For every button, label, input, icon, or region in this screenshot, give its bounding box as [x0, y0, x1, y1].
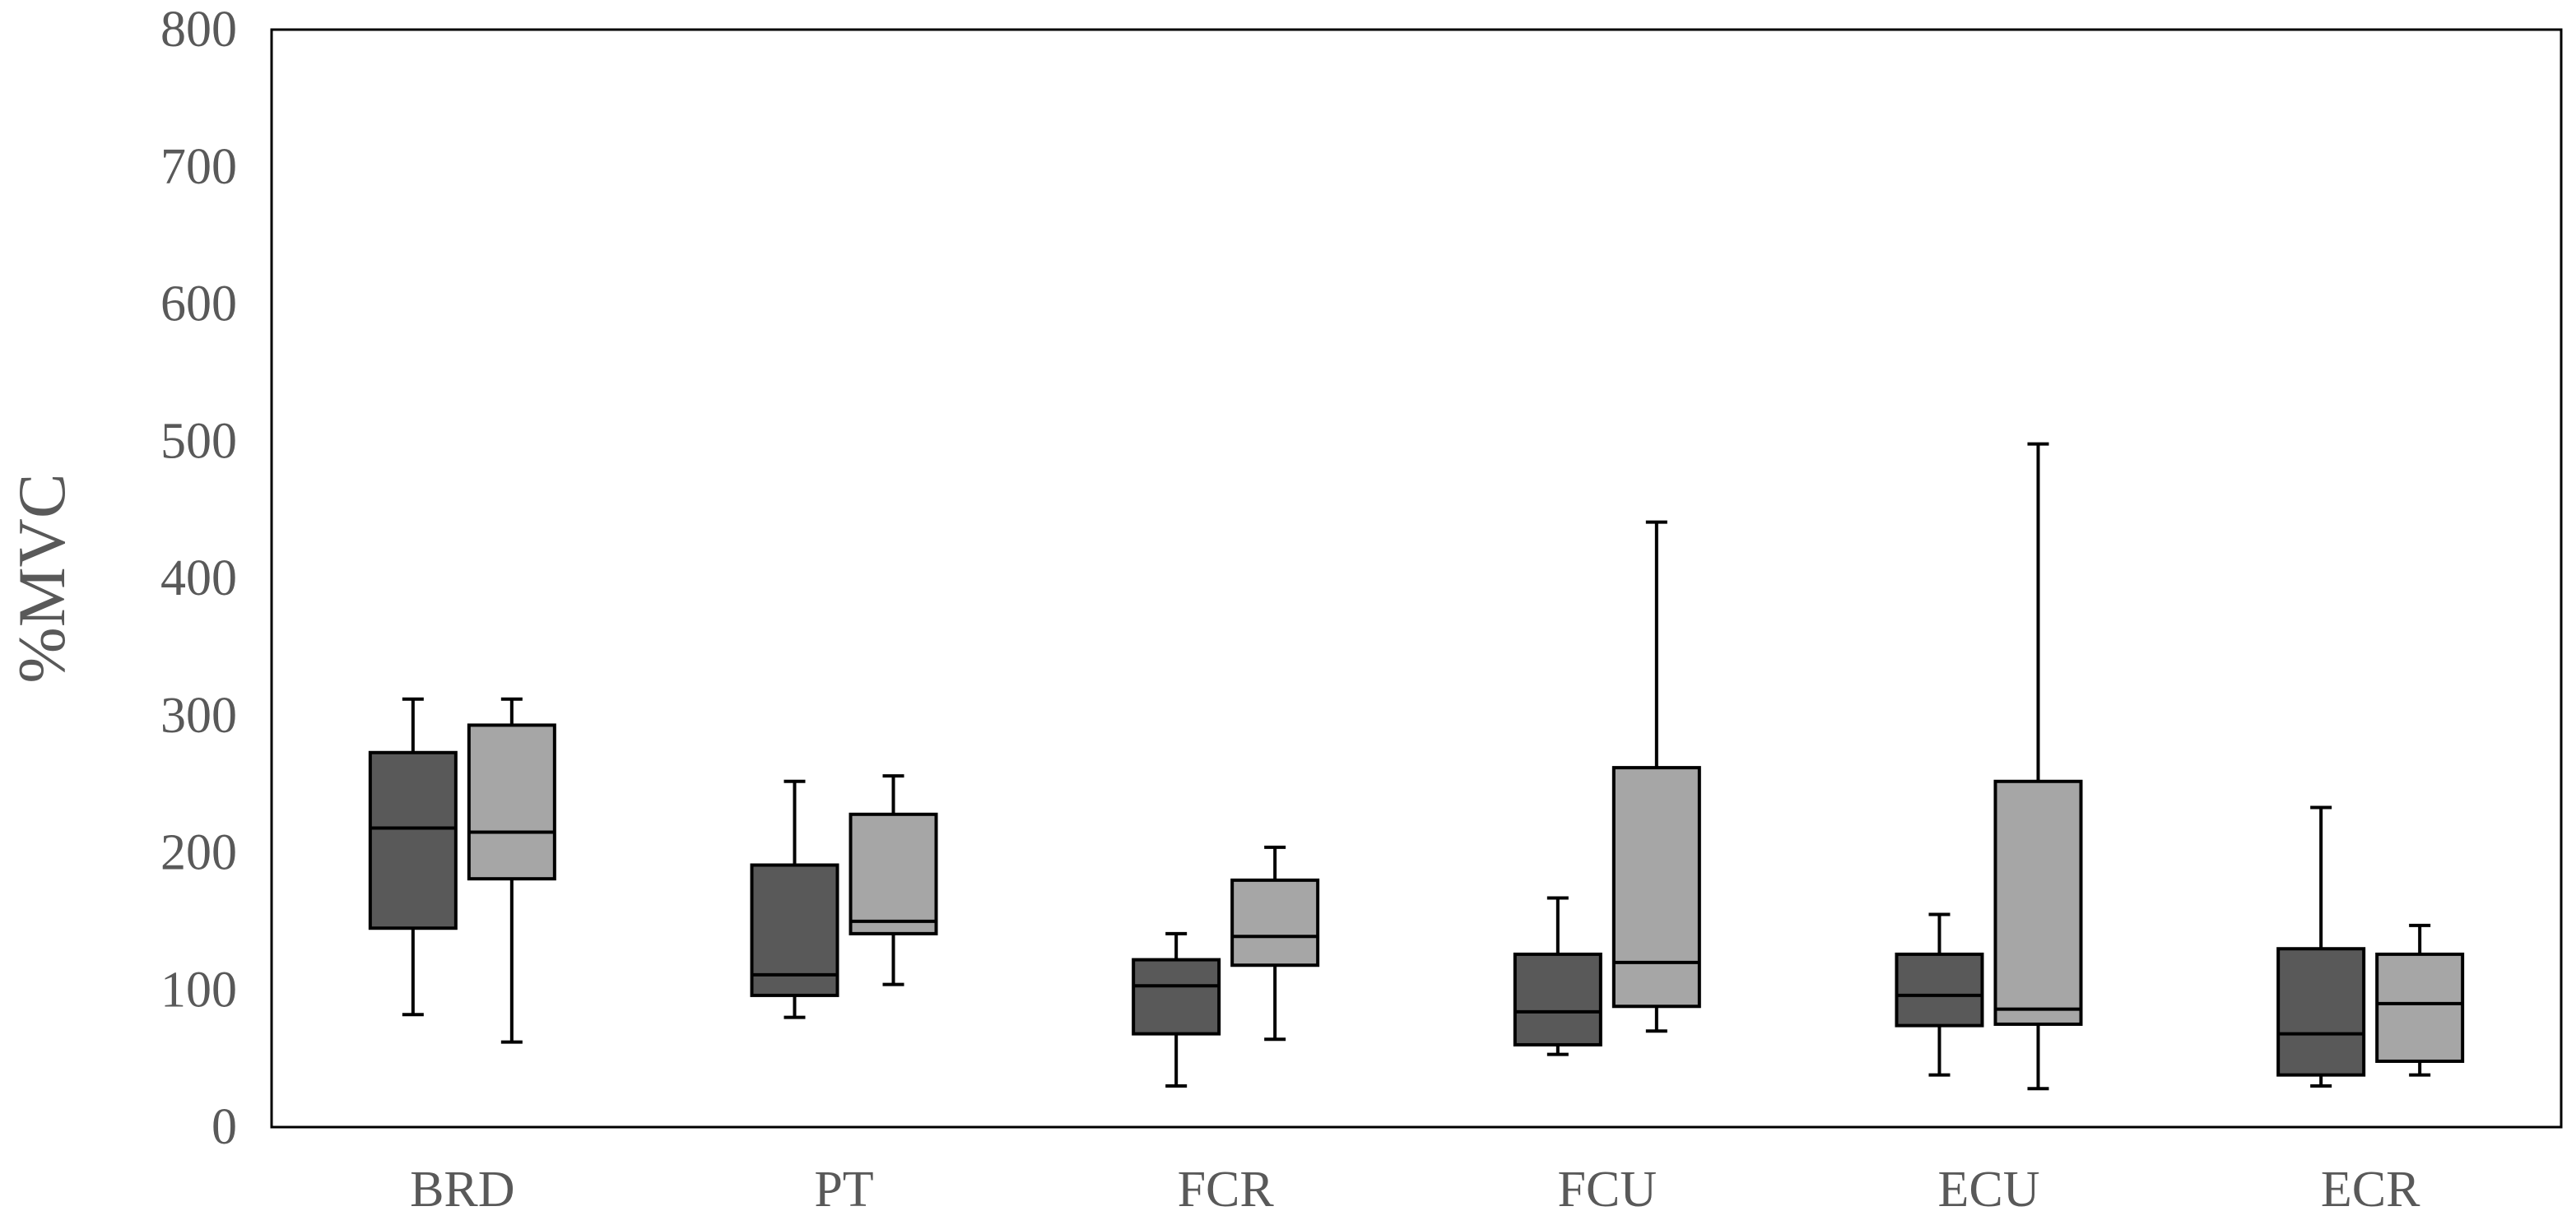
- y-tick-label: 500: [160, 413, 237, 469]
- y-tick-label: 600: [160, 276, 237, 332]
- x-tick-label: ECR: [2321, 1162, 2420, 1218]
- iqr-box: [1611, 766, 1701, 1009]
- plot-area-frame: [270, 28, 2563, 1129]
- box-1-fcu: [1513, 896, 1602, 1056]
- y-tick-label: 300: [160, 688, 237, 744]
- iqr-box: [1513, 952, 1602, 1046]
- y-tick-label: 100: [160, 962, 237, 1018]
- box-1-pt: [750, 779, 839, 1019]
- y-tick-label: 200: [160, 825, 237, 881]
- iqr-box: [1993, 779, 2083, 1026]
- x-tick-label: BRD: [410, 1162, 514, 1218]
- box-2-fcu: [1611, 520, 1701, 1033]
- box-1-fcr: [1132, 931, 1221, 1088]
- iqr-box: [1895, 952, 1984, 1028]
- iqr-box: [1230, 878, 1320, 967]
- iqr-box: [1132, 958, 1221, 1036]
- box-2-ecr: [2375, 923, 2465, 1077]
- iqr-box: [849, 812, 938, 935]
- box-1-ecu: [1895, 912, 1984, 1077]
- y-axis-tick-labels: 0 100 200 300 400 500 600 700 800: [160, 2, 237, 1155]
- box-1-ecr: [2276, 805, 2366, 1088]
- iqr-box: [467, 723, 556, 881]
- y-tick-label: 800: [160, 2, 237, 58]
- box-2-brd: [467, 697, 556, 1044]
- x-tick-label: FCR: [1178, 1162, 1275, 1218]
- box-2-fcr: [1230, 845, 1320, 1042]
- y-tick-label: 400: [160, 550, 237, 606]
- box-2-ecu: [1993, 442, 2083, 1091]
- x-tick-label: ECU: [1938, 1162, 2040, 1218]
- iqr-box: [2276, 947, 2366, 1077]
- box-1-brd: [368, 697, 458, 1017]
- x-tick-label: FCU: [1558, 1162, 1658, 1218]
- iqr-box: [2375, 952, 2465, 1063]
- y-axis-title: %MVC: [4, 473, 79, 683]
- y-tick-label: 700: [160, 139, 237, 195]
- iqr-box: [368, 750, 458, 930]
- x-axis-tick-labels: BRD PT FCR FCU ECU ECR: [410, 1162, 2420, 1218]
- x-tick-label: PT: [814, 1162, 873, 1218]
- y-tick-label: 0: [212, 1099, 237, 1155]
- box-2-pt: [849, 774, 938, 986]
- box-series: [368, 442, 2465, 1091]
